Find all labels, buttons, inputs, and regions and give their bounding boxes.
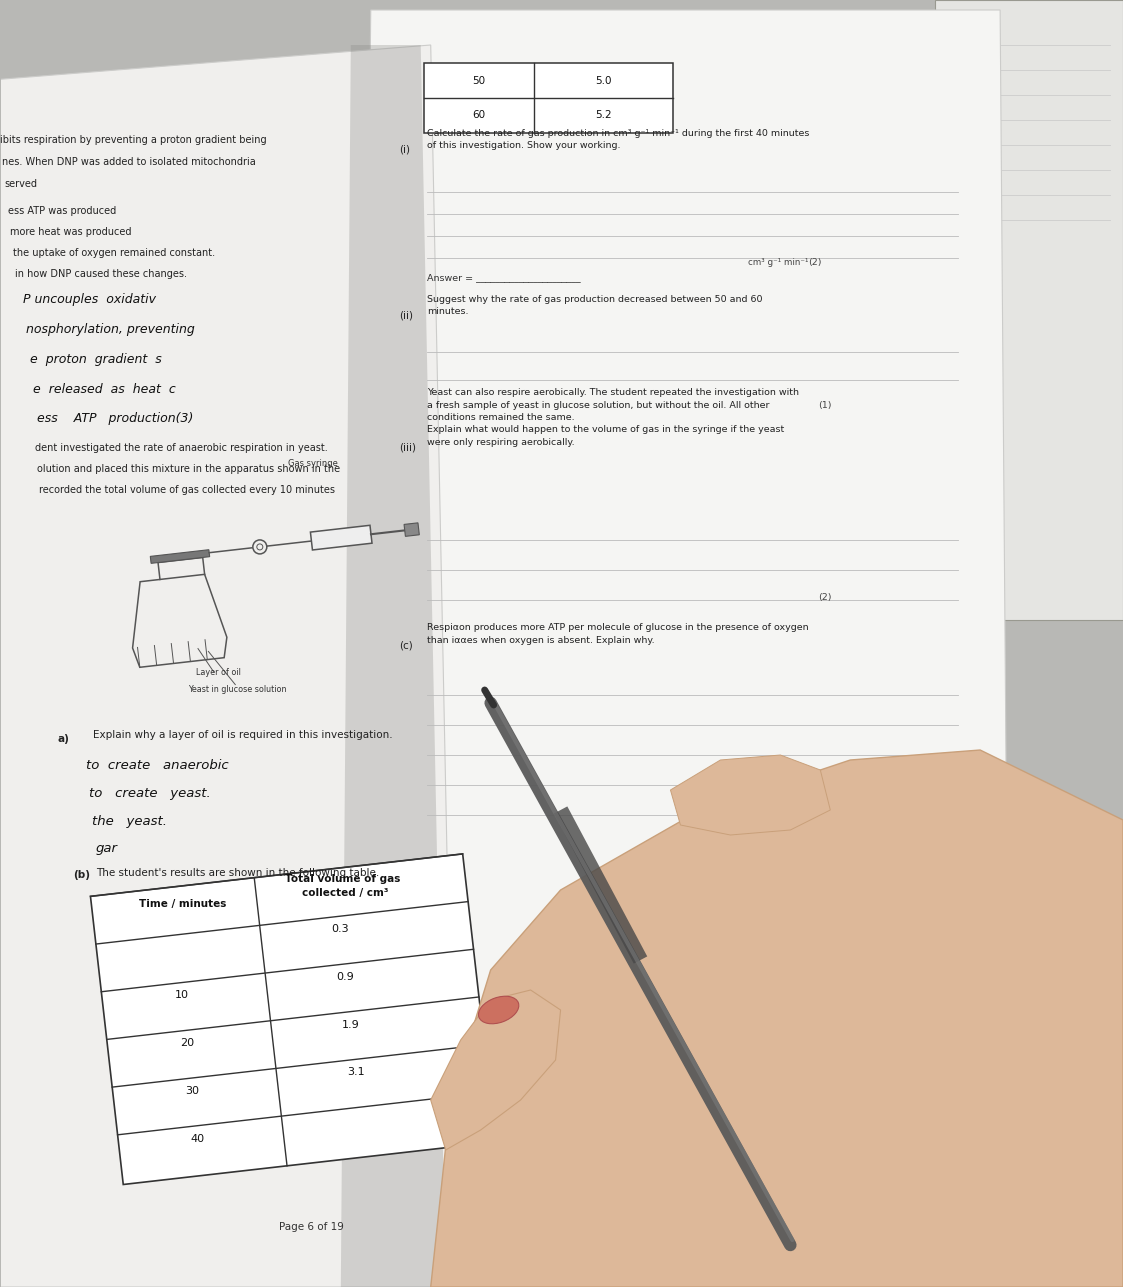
Text: Page 6 of 19: Page 6 of 19 <box>280 1223 344 1232</box>
Text: a): a) <box>57 734 70 744</box>
Text: nosphorylation, preventing: nosphorylation, preventing <box>26 323 195 336</box>
Text: (i): (i) <box>399 144 410 154</box>
Text: recorded the total volume of gas collected every 10 minutes: recorded the total volume of gas collect… <box>39 484 336 494</box>
Text: collected / cm³: collected / cm³ <box>302 888 389 898</box>
Text: ess    ATP   production(3): ess ATP production(3) <box>37 412 193 426</box>
Polygon shape <box>670 755 830 835</box>
Polygon shape <box>310 525 372 550</box>
Text: Total volume of gas: Total volume of gas <box>285 874 400 884</box>
Text: ibits respiration by preventing a proton gradient being: ibits respiration by preventing a proton… <box>0 135 266 145</box>
Text: gar: gar <box>95 843 118 856</box>
Text: to   create   yeast.: to create yeast. <box>89 786 211 799</box>
Polygon shape <box>356 10 1010 1287</box>
Text: Suggest why the rate of gas production decreased between 50 and 60
minutes.: Suggest why the rate of gas production d… <box>427 295 763 317</box>
Text: 50: 50 <box>472 76 485 85</box>
Text: more heat was produced: more heat was produced <box>10 228 131 237</box>
Polygon shape <box>431 990 560 1151</box>
Text: 40: 40 <box>191 1134 204 1144</box>
Text: (1): (1) <box>819 402 832 411</box>
Text: Calculate the rate of gas production in cm³ g⁻¹ min⁻¹ during the first 40 minute: Calculate the rate of gas production in … <box>427 129 809 151</box>
Text: 60: 60 <box>472 111 485 121</box>
Text: olution and placed this mixture in the apparatus shown in the: olution and placed this mixture in the a… <box>37 463 340 474</box>
Text: 10: 10 <box>174 991 189 1000</box>
Text: 30: 30 <box>185 1086 200 1095</box>
Text: the   yeast.: the yeast. <box>92 815 167 828</box>
Polygon shape <box>601 979 1001 1287</box>
Text: 0.9: 0.9 <box>336 972 354 982</box>
Text: ess ATP was produced: ess ATP was produced <box>8 206 116 216</box>
Text: nes. When DNP was added to isolated mitochondria: nes. When DNP was added to isolated mito… <box>2 157 256 166</box>
Text: Yeast can also respire aerobically. The student repeated the investigation with
: Yeast can also respire aerobically. The … <box>427 387 798 447</box>
Text: 5.0: 5.0 <box>595 76 612 85</box>
Text: Explain why a layer of oil is required in this investigation.: Explain why a layer of oil is required i… <box>92 730 392 740</box>
Text: 5.2: 5.2 <box>595 111 612 121</box>
Text: (ii): (ii) <box>399 310 413 320</box>
Text: e  released  as  heat  c: e released as heat c <box>33 382 176 395</box>
Text: cm³ g⁻¹ min⁻¹: cm³ g⁻¹ min⁻¹ <box>748 257 809 266</box>
Polygon shape <box>0 45 456 1287</box>
Text: e  proton  gradient  s: e proton gradient s <box>29 353 162 366</box>
Text: 0.3: 0.3 <box>331 924 348 934</box>
Text: The student's results are shown in the following table.: The student's results are shown in the f… <box>97 867 380 878</box>
Text: 1.9: 1.9 <box>341 1019 359 1030</box>
Text: Yeast in glucose solution: Yeast in glucose solution <box>188 685 286 694</box>
Text: dent investigated the rate of anaerobic respiration in yeast.: dent investigated the rate of anaerobic … <box>35 443 328 453</box>
Text: Respiαon produces more ATP per molecule of glucose in the presence of oxygen
tha: Respiαon produces more ATP per molecule … <box>427 623 809 645</box>
Text: to  create   anaerobic: to create anaerobic <box>86 759 229 772</box>
Text: (Total 8: (Total 8 <box>803 803 838 812</box>
Text: (2): (2) <box>819 593 832 602</box>
Polygon shape <box>340 45 446 1287</box>
Text: (iii): (iii) <box>399 441 416 452</box>
Text: in how DNP caused these changes.: in how DNP caused these changes. <box>15 269 186 279</box>
Polygon shape <box>404 523 419 537</box>
Polygon shape <box>935 0 1123 620</box>
Text: Time / minutes: Time / minutes <box>139 898 227 909</box>
Text: the uptake of oxygen remained constant.: the uptake of oxygen remained constant. <box>12 248 214 259</box>
Polygon shape <box>431 750 1123 1287</box>
Text: (c): (c) <box>399 640 412 650</box>
Bar <box>423 63 674 133</box>
Text: Answer = ______________________: Answer = ______________________ <box>427 273 581 282</box>
Text: (b): (b) <box>73 870 90 880</box>
Text: P uncouples  oxidativ: P uncouples oxidativ <box>22 293 156 306</box>
Polygon shape <box>150 550 210 564</box>
Text: (2): (2) <box>809 257 822 266</box>
Polygon shape <box>91 853 495 1184</box>
Text: 20: 20 <box>180 1039 194 1048</box>
Text: Layer of oil: Layer of oil <box>197 668 240 677</box>
Text: 3.1: 3.1 <box>347 1067 365 1077</box>
Ellipse shape <box>478 996 519 1023</box>
Text: served: served <box>4 179 38 188</box>
Text: Gas syringe: Gas syringe <box>287 459 338 468</box>
